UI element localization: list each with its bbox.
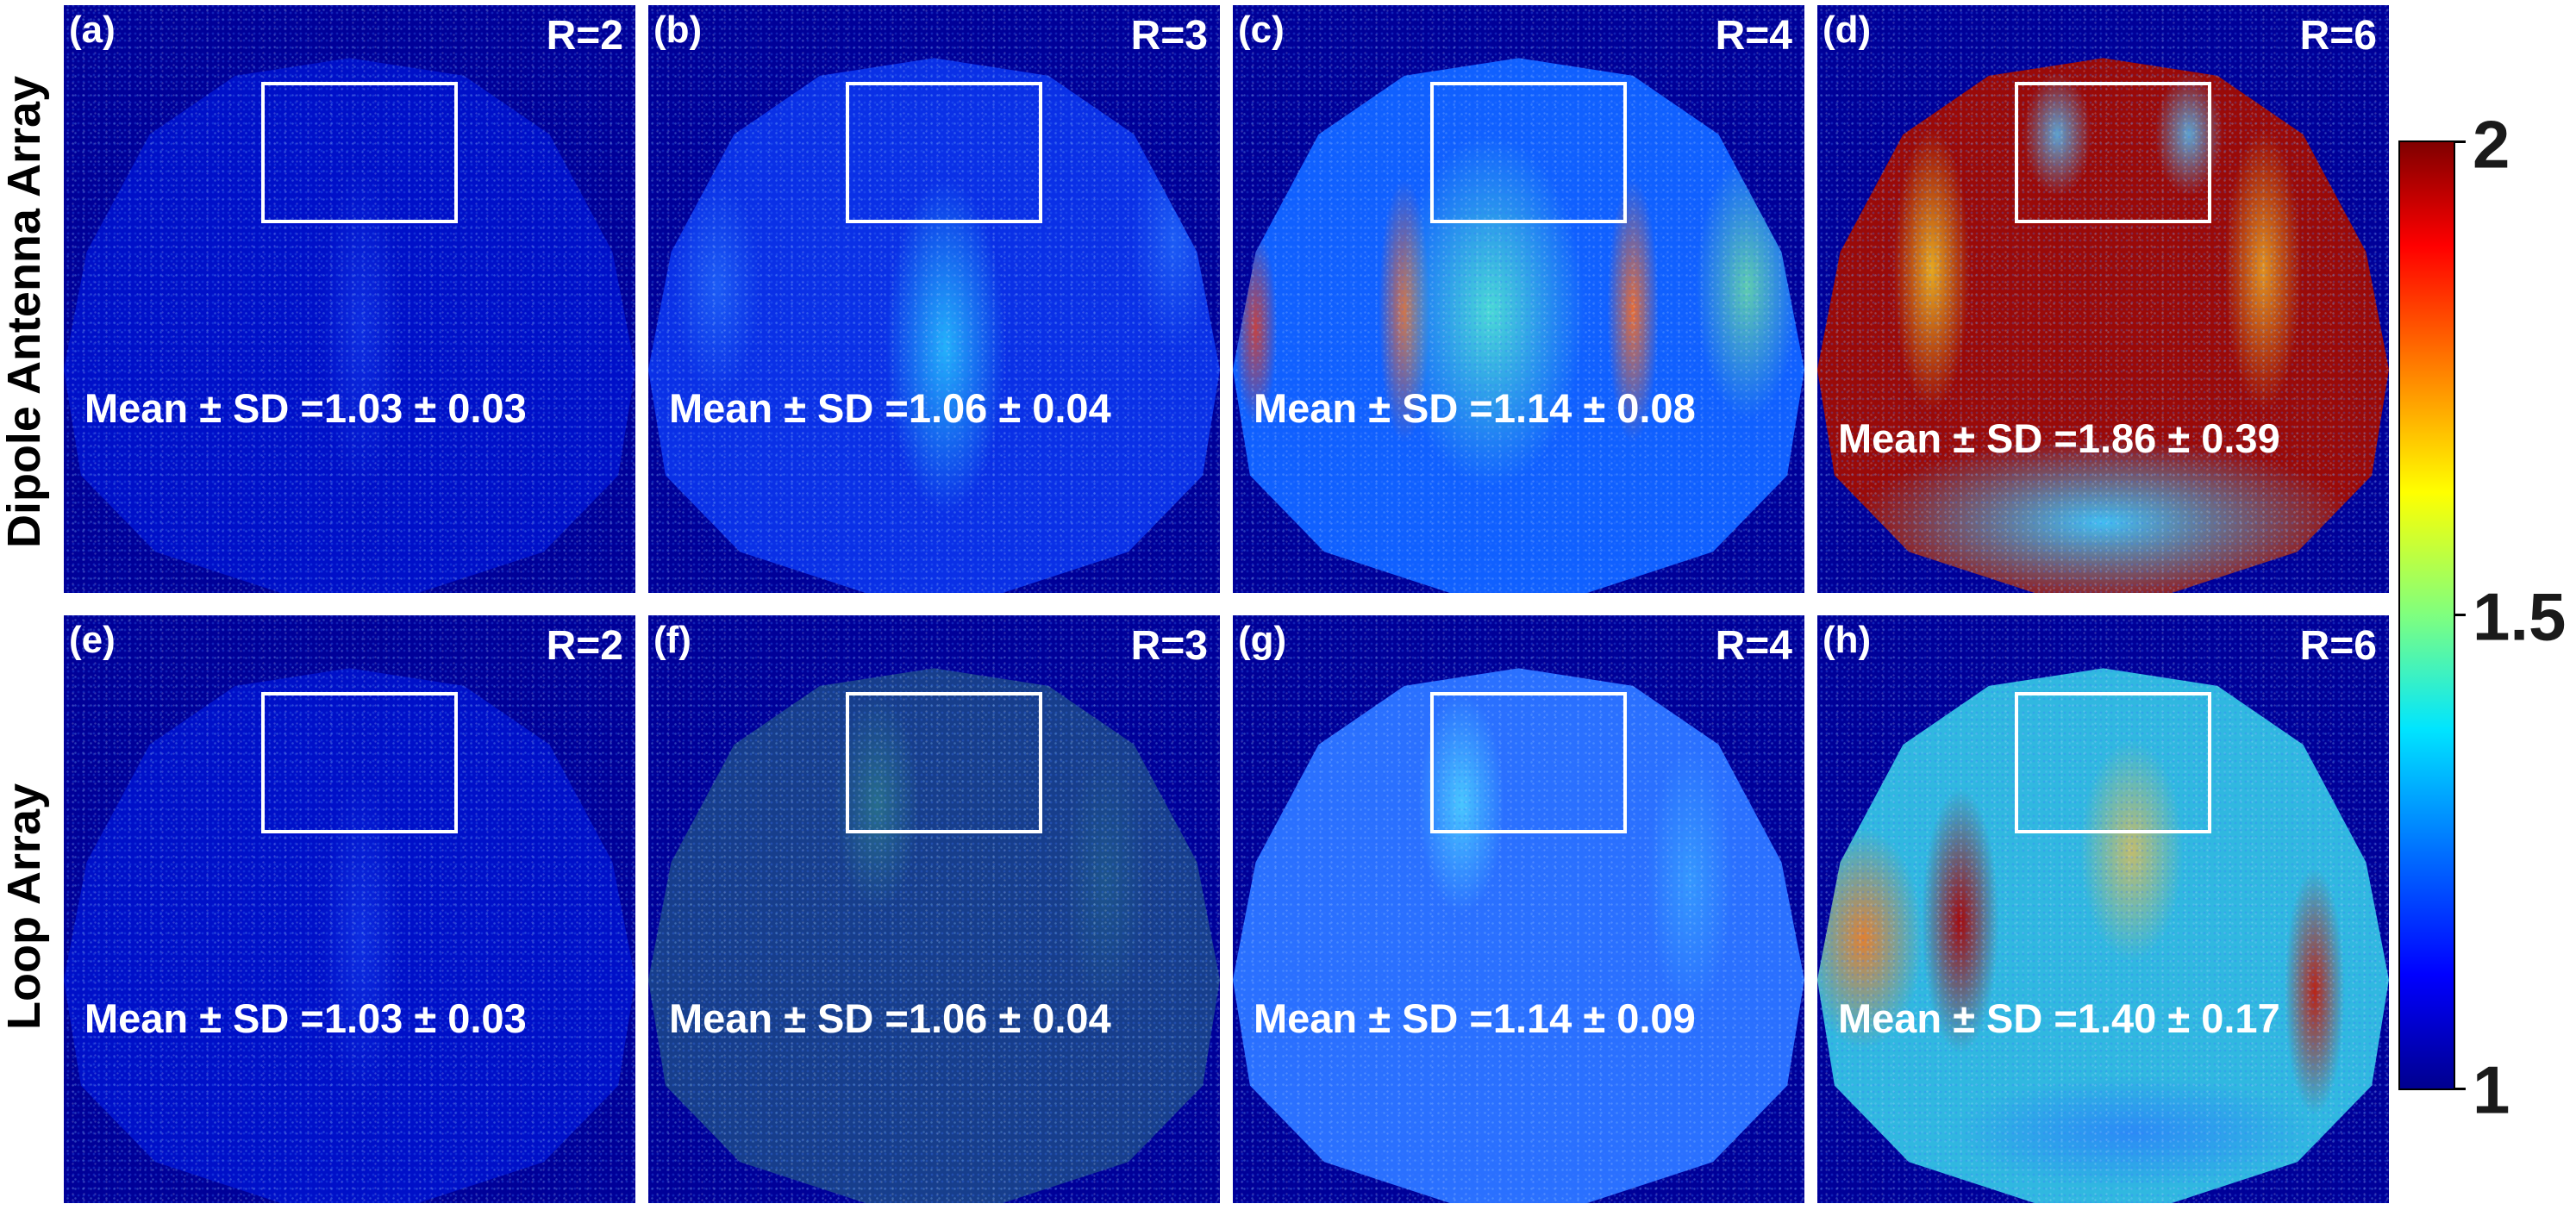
panel-g: (g) R=4 Mean ± SD =1.14 ± 0.09: [1233, 615, 1804, 1203]
panel-f: (f) R=3 Mean ± SD =1.06 ± 0.04: [648, 615, 1220, 1203]
mean-sd-label: Mean ± SD =1.40 ± 0.17: [1838, 995, 2280, 1041]
g-factor-map: [1817, 668, 2389, 1203]
colorbar-label-min: 1: [2473, 1051, 2510, 1128]
roi-box: [1430, 82, 1627, 223]
panel-tag: (f): [653, 619, 691, 661]
colorbar-tick: [2455, 140, 2466, 143]
mean-sd-label: Mean ± SD =1.14 ± 0.08: [1254, 385, 1696, 431]
acceleration-factor: R=6: [2299, 13, 2377, 59]
colorbar: [2398, 140, 2455, 1090]
mean-sd-label: Mean ± SD =1.14 ± 0.09: [1254, 995, 1696, 1041]
panel-a: (a) R=2 Mean ± SD =1.03 ± 0.03: [64, 5, 635, 593]
colorbar-tick: [2455, 1088, 2466, 1090]
panel-d: (d) R=6 Mean ± SD =1.86 ± 0.39: [1817, 5, 2389, 593]
roi-box: [1430, 692, 1627, 833]
panel-tag: (c): [1238, 9, 1285, 51]
panel-e: (e) R=2 Mean ± SD =1.03 ± 0.03: [64, 615, 635, 1203]
roi-box: [846, 692, 1042, 833]
acceleration-factor: R=4: [1715, 623, 1792, 669]
panel-tag: (e): [69, 619, 116, 661]
g-factor-map: [648, 668, 1220, 1203]
panel-tag: (a): [69, 9, 116, 51]
g-factor-map: [1817, 58, 2389, 593]
panel-b: (b) R=3 Mean ± SD =1.06 ± 0.04: [648, 5, 1220, 593]
acceleration-factor: R=3: [1130, 13, 1208, 59]
panel-c: (c) R=4 Mean ± SD =1.14 ± 0.08: [1233, 5, 1804, 593]
panel-tag: (b): [653, 9, 703, 51]
mean-sd-label: Mean ± SD =1.03 ± 0.03: [84, 385, 527, 431]
roi-box: [2015, 692, 2211, 833]
colorbar-label-max: 2: [2473, 106, 2510, 183]
colorbar-tick: [2455, 614, 2466, 616]
roi-box: [2015, 82, 2211, 223]
mean-sd-label: Mean ± SD =1.06 ± 0.04: [669, 385, 1111, 431]
panel-tag: (g): [1238, 619, 1287, 661]
roi-box: [261, 692, 458, 833]
roi-box: [261, 82, 458, 223]
colorbar-label-mid: 1.5: [2473, 578, 2567, 655]
roi-box: [846, 82, 1042, 223]
g-factor-map: [1233, 58, 1804, 593]
panel-tag: (h): [1823, 619, 1872, 661]
mean-sd-label: Mean ± SD =1.03 ± 0.03: [84, 995, 527, 1041]
acceleration-factor: R=2: [546, 13, 623, 59]
acceleration-factor: R=3: [1130, 623, 1208, 669]
acceleration-factor: R=6: [2299, 623, 2377, 669]
g-factor-map: [648, 58, 1220, 593]
panel-tag: (d): [1823, 9, 1872, 51]
mean-sd-label: Mean ± SD =1.86 ± 0.39: [1838, 415, 2280, 461]
panel-h: (h) R=6 Mean ± SD =1.40 ± 0.17: [1817, 615, 2389, 1203]
mean-sd-label: Mean ± SD =1.06 ± 0.04: [669, 995, 1111, 1041]
acceleration-factor: R=2: [546, 623, 623, 669]
g-factor-map: [64, 668, 635, 1203]
g-factor-map: [64, 58, 635, 593]
g-factor-map: [1233, 668, 1804, 1203]
acceleration-factor: R=4: [1715, 13, 1792, 59]
